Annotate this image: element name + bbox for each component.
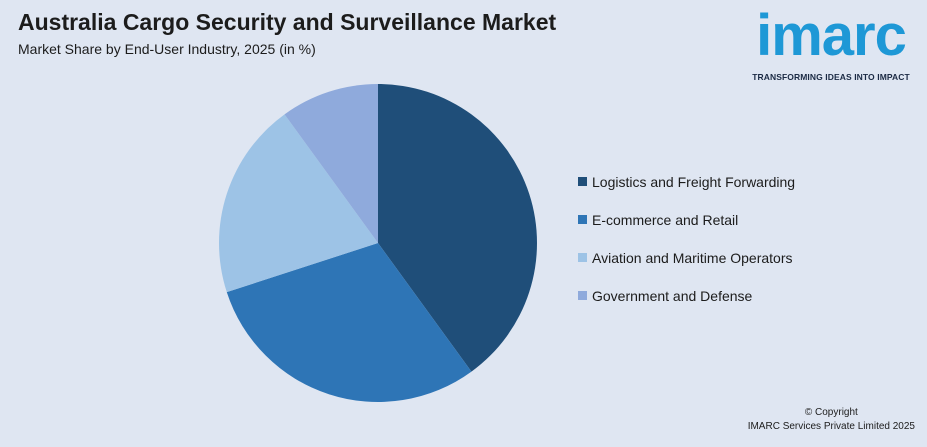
legend-swatch (578, 253, 587, 262)
legend-swatch (578, 215, 587, 224)
copyright-notice: © Copyright IMARC Services Private Limit… (748, 406, 915, 434)
legend-label: Government and Defense (592, 287, 753, 304)
legend-label: Aviation and Maritime Operators (592, 249, 793, 266)
chart-legend: Logistics and Freight Forwarding E-comme… (578, 172, 795, 324)
pie-slice-e-commerce-and-retail (226, 243, 472, 402)
legend-label: Logistics and Freight Forwarding (592, 173, 796, 190)
copyright-line: © Copyright (804, 407, 858, 418)
legend-item: Aviation and Maritime Operators (578, 248, 795, 267)
pie-slice-aviation-and-maritime-operators (218, 114, 378, 293)
logo-wordmark: imarc (756, 3, 907, 68)
legend-label: E-commerce and Retail (592, 211, 739, 228)
pie-slice-logistics-and-freight-forwarding (378, 84, 537, 372)
imarc-logo: imarc TRANSFORMING IDEAS INTO IMPACT (742, 3, 920, 86)
chart-title: Australia Cargo Security and Surveillanc… (18, 9, 557, 35)
chart-subtitle: Market Share by End-User Industry, 2025 … (18, 41, 316, 57)
legend-swatch (578, 177, 587, 186)
pie-slice-government-and-defense (284, 84, 378, 243)
copyright-company: IMARC Services Private Limited 2025 (747, 421, 915, 432)
legend-item: Logistics and Freight Forwarding (578, 172, 795, 191)
legend-item: E-commerce and Retail (578, 210, 795, 229)
legend-swatch (578, 291, 587, 300)
logo-tagline: TRANSFORMING IDEAS INTO IMPACT (752, 72, 910, 82)
legend-item: Government and Defense (578, 286, 795, 305)
